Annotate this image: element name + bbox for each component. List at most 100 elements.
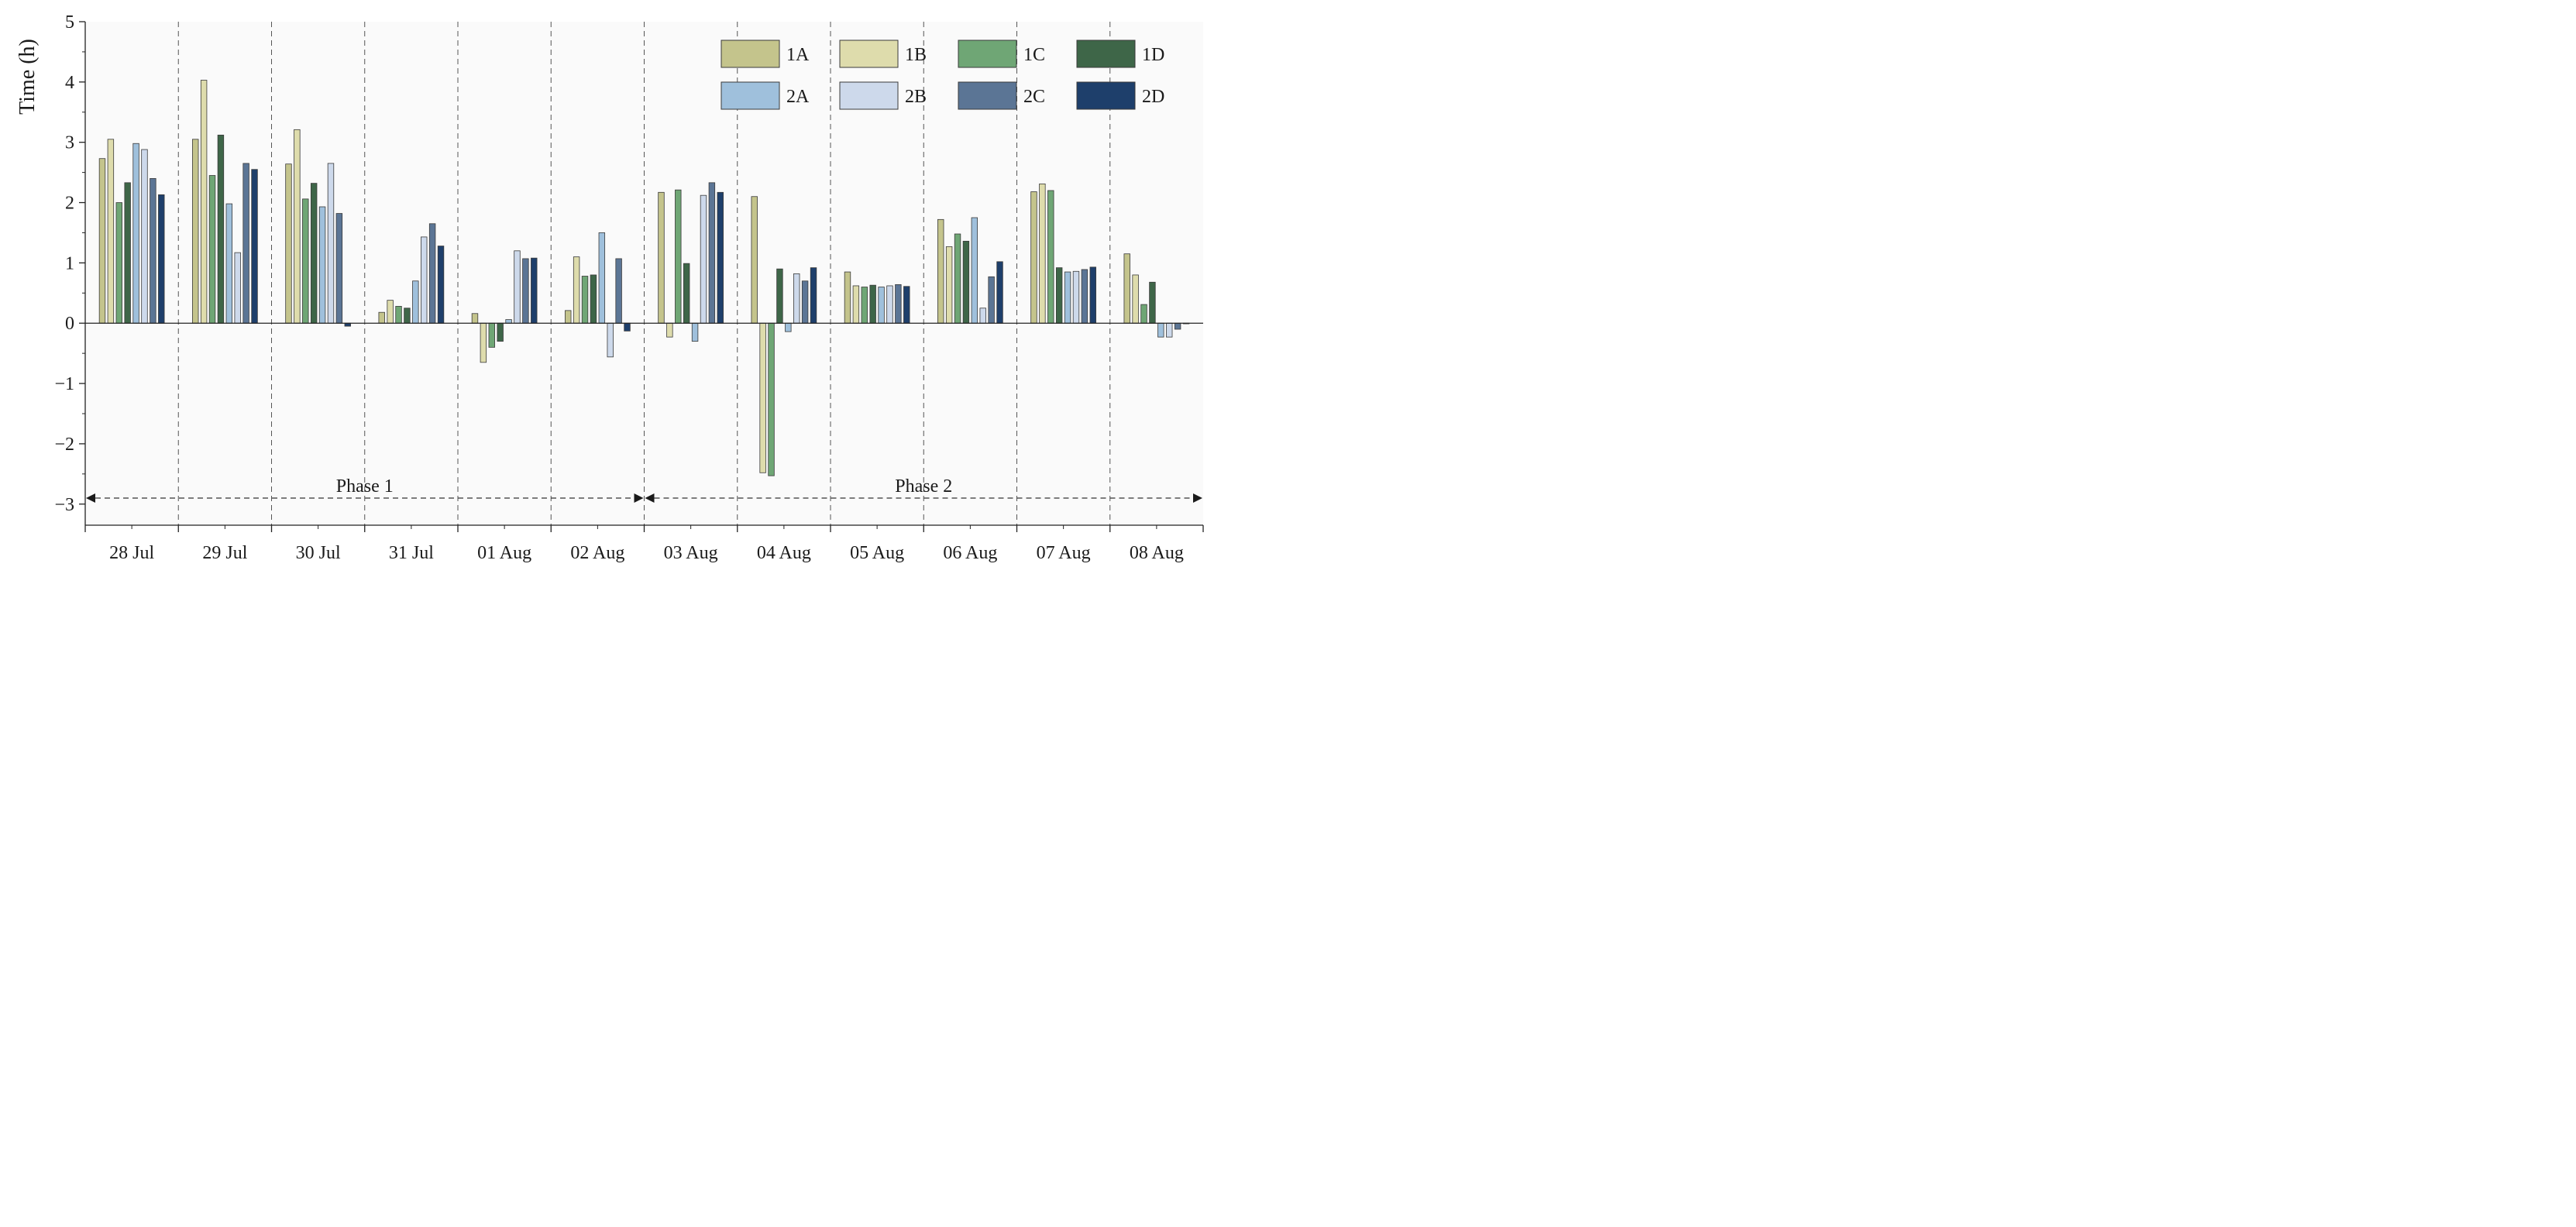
- bar-2C-31-jul: [428, 223, 436, 324]
- bar-2C-08-aug: [1174, 322, 1181, 330]
- bar-2C-06-aug: [988, 276, 995, 324]
- legend-item-1D: 1D: [1076, 40, 1164, 68]
- bar-1C-28-jul: [115, 202, 122, 324]
- bar-1B-31-jul: [387, 300, 394, 324]
- bar-2A-30-jul: [318, 206, 326, 324]
- phase-1-annotation: Phase 1: [86, 476, 644, 503]
- legend-swatch: [958, 81, 1017, 110]
- bar-2B-29-jul: [234, 252, 241, 324]
- legend-label: 2B: [905, 87, 927, 107]
- bar-1D-31-jul: [404, 308, 411, 324]
- bar-1B-02-aug: [573, 256, 580, 324]
- y-tick-label: 3: [65, 133, 74, 153]
- bar-1D-06-aug: [962, 240, 970, 324]
- bar-1B-08-aug: [1132, 274, 1139, 324]
- legend-swatch: [958, 40, 1017, 68]
- legend: 1A 1B 1C 1D 2A 2B 2C 2D: [721, 40, 1164, 110]
- legend-item-2C: 2C: [958, 81, 1045, 110]
- bar-1A-31-jul: [378, 311, 385, 324]
- bar-1C-06-aug: [954, 233, 961, 324]
- bar-2D-03-aug: [717, 191, 724, 324]
- phase-arrow-head-right: [634, 493, 644, 503]
- bar-1B-01-aug: [480, 322, 487, 363]
- bar-1A-03-aug: [658, 191, 665, 324]
- legend-label: 1A: [786, 45, 810, 65]
- bar-1B-05-aug: [852, 285, 860, 324]
- y-tick-label: −2: [54, 435, 74, 455]
- bar-1C-08-aug: [1140, 304, 1147, 324]
- bar-2B-01-aug: [514, 250, 521, 324]
- bar-2B-07-aug: [1072, 270, 1080, 324]
- bar-2A-05-aug: [878, 287, 885, 324]
- bar-2A-08-aug: [1157, 322, 1164, 338]
- bar-2C-05-aug: [895, 284, 902, 324]
- bar-1A-28-jul: [98, 158, 106, 324]
- category-separators: [177, 22, 1111, 525]
- phase-label: Phase 2: [895, 476, 952, 497]
- bar-2B-31-jul: [421, 236, 428, 324]
- bar-1A-07-aug: [1030, 191, 1037, 324]
- phase-arrow-head-left: [645, 493, 655, 503]
- legend-swatch: [839, 81, 899, 110]
- legend-swatch: [1076, 81, 1136, 110]
- bar-2A-06-aug: [971, 217, 978, 324]
- bar-1D-07-aug: [1055, 267, 1063, 324]
- y-tick-label: 4: [65, 73, 74, 93]
- bar-1A-06-aug: [937, 218, 944, 324]
- bar-1C-01-aug: [488, 322, 495, 348]
- bar-1B-29-jul: [200, 80, 208, 324]
- bar-1C-07-aug: [1047, 190, 1054, 324]
- y-tick-label: 0: [65, 314, 74, 334]
- bar-2D-02-aug: [624, 322, 631, 332]
- legend-label: 1C: [1023, 45, 1045, 65]
- bar-2B-05-aug: [886, 285, 893, 324]
- x-tick-label: 30 Jul: [296, 543, 341, 563]
- y-tick-label: 5: [65, 12, 74, 33]
- bar-2D-07-aug: [1089, 266, 1096, 324]
- y-tick-label: 1: [65, 253, 74, 273]
- phase-arrow-head-right: [1193, 493, 1202, 503]
- bar-2C-02-aug: [615, 258, 622, 324]
- x-tick-label: 07 Aug: [1037, 543, 1091, 563]
- bar-2C-01-aug: [522, 258, 529, 324]
- bar-1B-28-jul: [107, 139, 115, 324]
- bar-2A-03-aug: [691, 322, 699, 342]
- bar-1A-02-aug: [565, 310, 572, 324]
- bar-2A-28-jul: [132, 143, 139, 324]
- bar-2C-29-jul: [242, 163, 249, 324]
- bar-1D-01-aug: [497, 322, 504, 342]
- bar-1B-03-aug: [666, 322, 673, 338]
- y-axis-title: Time (h): [15, 39, 40, 115]
- legend-item-2D: 2D: [1076, 81, 1164, 110]
- x-tick-label: 02 Aug: [570, 543, 624, 563]
- x-tick-label: 05 Aug: [850, 543, 904, 563]
- bar-1C-02-aug: [581, 276, 589, 324]
- bar-2A-02-aug: [598, 232, 606, 324]
- legend-label: 1D: [1142, 45, 1164, 65]
- legend-swatch: [839, 40, 899, 68]
- x-tick-label: 08 Aug: [1130, 543, 1184, 563]
- legend-item-1A: 1A: [721, 40, 810, 68]
- legend-item-1C: 1C: [958, 40, 1045, 68]
- bar-2A-29-jul: [225, 203, 233, 324]
- legend-label: 2D: [1142, 87, 1164, 107]
- bar-2D-04-aug: [810, 267, 817, 324]
- bar-1D-05-aug: [869, 284, 876, 324]
- bar-1D-04-aug: [776, 268, 783, 324]
- bar-1C-30-jul: [302, 198, 309, 324]
- bar-1A-04-aug: [751, 196, 758, 324]
- bar-1D-08-aug: [1149, 281, 1156, 324]
- bar-2D-29-jul: [251, 169, 258, 324]
- legend-label: 2A: [786, 87, 810, 107]
- bar-2B-06-aug: [979, 308, 986, 324]
- bar-2B-02-aug: [607, 322, 614, 358]
- bar-1C-31-jul: [395, 306, 402, 324]
- bar-2D-31-jul: [437, 246, 445, 324]
- legend-item-2B: 2B: [839, 81, 927, 110]
- bar-1B-04-aug: [759, 322, 766, 473]
- y-tick-label: −1: [54, 374, 74, 394]
- bar-2B-03-aug: [700, 194, 707, 324]
- legend-item-2A: 2A: [721, 81, 810, 110]
- phase-label: Phase 1: [336, 476, 394, 497]
- bar-2D-06-aug: [996, 261, 1003, 324]
